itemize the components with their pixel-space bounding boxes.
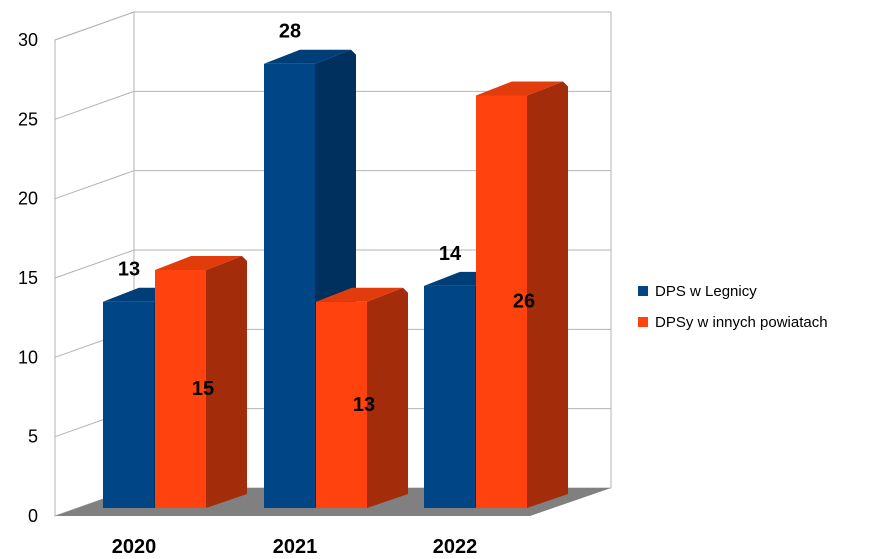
bar-top <box>155 256 242 270</box>
bar <box>155 270 206 508</box>
bar-side <box>527 81 568 508</box>
data-label: 28 <box>279 21 301 43</box>
bar-top <box>264 49 351 64</box>
legend-swatch-series-1 <box>638 286 648 296</box>
legend-item-series-1: DPS w Legnicy <box>638 280 828 302</box>
legend-item-series-2: DPSy w innych powiatach <box>638 311 828 333</box>
data-label: 13 <box>118 259 140 281</box>
x-tick-label: 2020 <box>112 536 157 558</box>
y-axis-ticks: 0 5 10 15 20 25 30 <box>18 30 38 526</box>
bar-top <box>476 81 563 96</box>
data-label: 14 <box>439 243 462 265</box>
y-tick-label: 5 <box>28 427 38 447</box>
data-label: 13 <box>353 394 375 416</box>
y-tick-label: 10 <box>18 347 38 367</box>
gridline-side <box>54 170 135 200</box>
x-axis-ticks: 2020 2021 2022 <box>112 536 478 558</box>
legend-swatch-series-2 <box>638 317 648 327</box>
y-tick-label: 0 <box>28 506 38 526</box>
y-tick-label: 20 <box>18 189 38 209</box>
legend-label-series-1: DPS w Legnicy <box>655 282 757 300</box>
bars <box>103 49 568 508</box>
data-label: 15 <box>192 378 214 400</box>
legend-label-series-2: DPSy w innych powiatach <box>655 313 828 331</box>
bar-side <box>367 287 408 508</box>
bar <box>316 301 367 508</box>
gridline-side <box>54 90 135 120</box>
y-tick-label: 30 <box>18 30 38 50</box>
bar <box>103 301 154 508</box>
bar <box>476 95 527 508</box>
bar-side <box>206 256 247 508</box>
gridline-side <box>54 249 135 279</box>
bar <box>424 285 475 508</box>
data-labels: 13 15 28 13 14 26 <box>118 21 535 416</box>
legend: DPS w Legnicy DPSy w innych powiatach <box>638 280 828 342</box>
x-tick-label: 2021 <box>273 536 318 558</box>
bar-top <box>316 287 403 302</box>
bar <box>264 63 315 508</box>
y-tick-label: 15 <box>18 268 38 288</box>
x-tick-label: 2022 <box>433 536 478 558</box>
gridline-side <box>54 11 135 41</box>
y-tick-label: 25 <box>18 109 38 129</box>
data-label: 26 <box>513 291 535 313</box>
